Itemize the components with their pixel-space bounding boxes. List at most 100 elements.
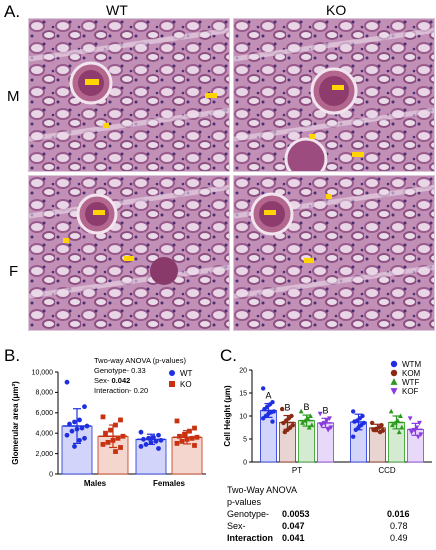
data-point (390, 422, 395, 428)
data-point (308, 413, 313, 418)
y-tick-label: 20 (239, 367, 247, 374)
data-point (153, 438, 159, 444)
panel-b-stat-genotype: Genotype- 0.33 (94, 366, 186, 376)
data-point (64, 379, 70, 385)
data-point (143, 442, 149, 447)
legend-marker (390, 388, 398, 395)
legend-label: KO (180, 380, 192, 389)
anova-title-line-2: p-values (227, 497, 262, 507)
data-point (415, 434, 421, 440)
stat-label: Sex- (94, 376, 110, 385)
y-axis-label: Cell Height (μm) (223, 385, 232, 447)
data-point (260, 386, 266, 391)
data-point (352, 419, 357, 424)
y-tick-label: 15 (239, 390, 247, 397)
legend-label: WT (180, 369, 193, 378)
data-point (118, 445, 123, 450)
significance-letter: B (322, 405, 328, 415)
y-axis-label: Glomerular area (μm²) (11, 381, 20, 465)
significance-letter: A (265, 391, 271, 401)
y-tick-label: 10 (239, 413, 247, 420)
category-label: CCD (378, 466, 396, 475)
significance-letter: B (303, 402, 309, 412)
data-point (279, 406, 285, 412)
bar (369, 427, 386, 463)
anova-ccd-value: 0.49 (390, 533, 408, 543)
y-tick-label: 4,000 (35, 431, 53, 438)
anova-pt-value: 0.041 (282, 533, 305, 543)
anova-ccd-value: 0.016 (387, 509, 410, 519)
data-point (67, 421, 72, 427)
data-point (113, 449, 118, 454)
stat-label: Interaction- (94, 386, 132, 395)
anova-row-sex: Sex- 0.047 0.78 (227, 520, 432, 532)
data-point (110, 437, 116, 443)
data-point (141, 436, 146, 442)
cell-height-chart: 0 5 10 15 20 Cell Height (μm) PT A B B B CCD WTMKOMW… (223, 360, 432, 475)
category-label: Males (84, 479, 107, 488)
data-point (281, 420, 286, 426)
data-point (328, 425, 334, 431)
data-point (146, 435, 151, 441)
data-point (69, 428, 75, 434)
data-point (321, 420, 327, 426)
anova-row-genotype: Genotype- 0.0053 0.016 (227, 508, 432, 520)
data-point (174, 441, 180, 446)
data-point (148, 439, 154, 445)
data-point (74, 426, 80, 432)
data-point (260, 416, 266, 421)
row-label-female: F (9, 263, 19, 280)
legend-label: WTM (402, 360, 421, 369)
data-point (327, 416, 332, 421)
data-point (414, 425, 420, 431)
legend-label: WTF (402, 378, 419, 387)
panel-b-stats: Two-way ANOVA (p-values) Genotype- 0.33 … (94, 356, 186, 396)
stat-value: 0.20 (133, 386, 149, 395)
data-point (398, 413, 403, 418)
anova-pt-value: 0.047 (282, 521, 305, 531)
data-point (187, 428, 192, 434)
data-point (353, 427, 359, 432)
data-point (115, 435, 121, 441)
data-point (300, 420, 305, 425)
data-point (156, 446, 161, 451)
micrograph-wt-female (28, 175, 230, 331)
data-point (174, 418, 180, 424)
data-point (192, 425, 197, 431)
data-point (392, 420, 398, 425)
data-point (369, 420, 375, 426)
data-point (388, 408, 394, 414)
data-point (417, 420, 422, 426)
data-point (306, 424, 312, 430)
panel-c-letter: C. (220, 346, 237, 365)
data-point (84, 423, 90, 429)
data-point (270, 419, 275, 424)
data-point (158, 437, 164, 443)
panel-b-letter: B. (4, 346, 21, 365)
data-point (118, 417, 123, 423)
legend-marker (390, 369, 398, 377)
data-point (105, 439, 111, 445)
data-point (350, 434, 356, 439)
column-header-ko: KO (326, 2, 347, 18)
y-tick-label: 6,000 (35, 410, 53, 417)
data-point (82, 435, 87, 441)
data-point (72, 419, 77, 425)
data-point (411, 427, 417, 433)
data-point (82, 404, 87, 410)
data-point (317, 411, 323, 417)
data-point (324, 418, 330, 424)
stat-label: Genotype- (94, 366, 130, 375)
data-point (305, 415, 311, 421)
data-point (282, 429, 288, 435)
category-label: PT (292, 466, 302, 475)
y-tick-label: 0 (243, 459, 247, 466)
data-point (138, 429, 144, 435)
data-point (77, 437, 82, 443)
y-tick-label: 5 (243, 436, 247, 443)
data-point (100, 442, 106, 447)
data-point (350, 409, 356, 414)
legend-label: KOM (402, 369, 421, 378)
data-point (325, 427, 331, 433)
legend-marker (390, 360, 398, 368)
